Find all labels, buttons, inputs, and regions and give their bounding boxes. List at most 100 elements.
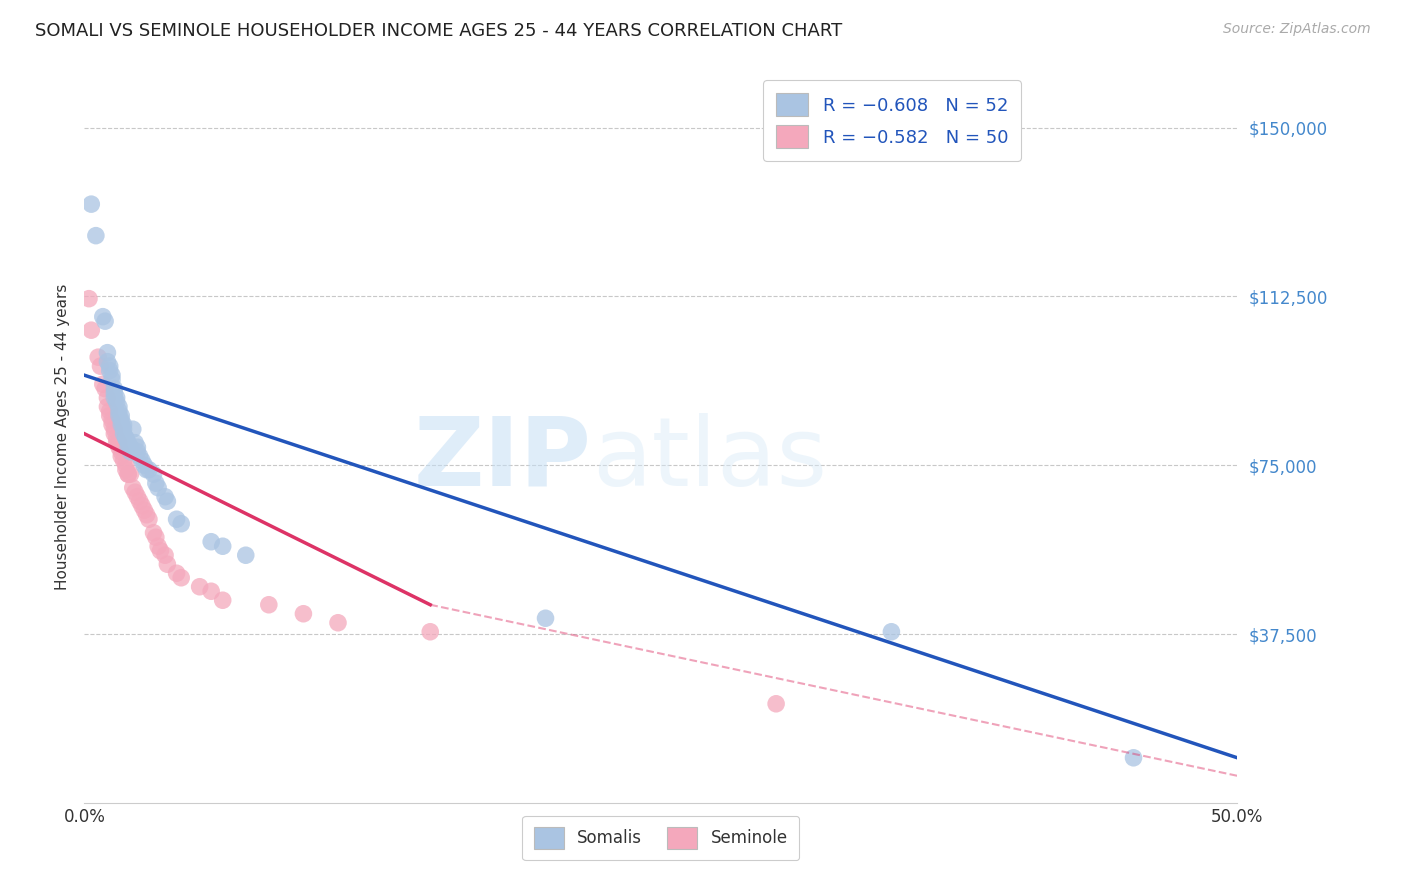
Y-axis label: Householder Income Ages 25 - 44 years: Householder Income Ages 25 - 44 years xyxy=(55,284,70,591)
Point xyxy=(1122,751,1144,765)
Point xyxy=(87,350,110,364)
Point xyxy=(131,499,153,513)
Point xyxy=(96,345,118,359)
Point xyxy=(149,543,172,558)
Point xyxy=(134,458,156,473)
Point xyxy=(127,490,149,504)
Point xyxy=(120,444,142,458)
Point xyxy=(142,467,165,482)
Point xyxy=(98,409,121,423)
Point xyxy=(110,444,132,458)
Point xyxy=(105,391,128,405)
Text: atlas: atlas xyxy=(592,412,827,506)
Point xyxy=(115,431,138,445)
Point xyxy=(170,516,193,531)
Point xyxy=(80,323,103,337)
Point xyxy=(135,508,157,522)
Point xyxy=(96,400,118,414)
Point xyxy=(146,481,169,495)
Point xyxy=(138,463,160,477)
Point xyxy=(115,431,138,445)
Point xyxy=(77,292,100,306)
Point xyxy=(101,417,124,432)
Point xyxy=(534,611,557,625)
Point xyxy=(127,440,149,454)
Point xyxy=(108,435,131,450)
Point xyxy=(117,440,139,454)
Point xyxy=(127,444,149,458)
Point xyxy=(128,449,150,463)
Point xyxy=(166,512,188,526)
Point xyxy=(89,359,111,374)
Text: SOMALI VS SEMINOLE HOUSEHOLDER INCOME AGES 25 - 44 YEARS CORRELATION CHART: SOMALI VS SEMINOLE HOUSEHOLDER INCOME AG… xyxy=(35,22,842,40)
Point xyxy=(110,449,132,463)
Point xyxy=(170,571,193,585)
Point xyxy=(108,409,131,423)
Point xyxy=(117,467,139,482)
Point xyxy=(101,373,124,387)
Point xyxy=(96,391,118,405)
Point xyxy=(153,548,176,562)
Point xyxy=(257,598,280,612)
Point xyxy=(112,417,135,432)
Point xyxy=(98,404,121,418)
Point xyxy=(138,512,160,526)
Point xyxy=(103,391,125,405)
Point xyxy=(145,530,167,544)
Point xyxy=(98,364,121,378)
Point xyxy=(121,422,143,436)
Point xyxy=(142,525,165,540)
Point xyxy=(121,481,143,495)
Point xyxy=(101,368,124,383)
Point xyxy=(115,463,138,477)
Point xyxy=(200,584,222,599)
Point xyxy=(110,409,132,423)
Point xyxy=(120,467,142,482)
Point xyxy=(124,485,146,500)
Point xyxy=(235,548,257,562)
Point xyxy=(80,197,103,211)
Point xyxy=(108,400,131,414)
Point xyxy=(120,440,142,454)
Point xyxy=(124,435,146,450)
Point xyxy=(765,697,787,711)
Point xyxy=(188,580,211,594)
Point xyxy=(112,422,135,436)
Point xyxy=(103,426,125,441)
Point xyxy=(91,377,114,392)
Point xyxy=(110,413,132,427)
Text: Source: ZipAtlas.com: Source: ZipAtlas.com xyxy=(1223,22,1371,37)
Point xyxy=(166,566,188,581)
Point xyxy=(94,382,117,396)
Point xyxy=(419,624,441,639)
Point xyxy=(96,354,118,368)
Text: ZIP: ZIP xyxy=(413,412,592,506)
Point xyxy=(91,310,114,324)
Point xyxy=(101,413,124,427)
Point xyxy=(117,435,139,450)
Point xyxy=(134,503,156,517)
Point xyxy=(117,467,139,482)
Point xyxy=(326,615,349,630)
Point xyxy=(94,314,117,328)
Point xyxy=(880,624,903,639)
Point xyxy=(146,539,169,553)
Point xyxy=(292,607,315,621)
Point xyxy=(112,453,135,467)
Point xyxy=(211,593,233,607)
Point xyxy=(103,382,125,396)
Point xyxy=(103,422,125,436)
Legend: Somalis, Seminole: Somalis, Seminole xyxy=(522,815,800,860)
Point xyxy=(131,453,153,467)
Point xyxy=(135,463,157,477)
Point xyxy=(105,431,128,445)
Point xyxy=(145,476,167,491)
Point xyxy=(105,395,128,409)
Point xyxy=(156,494,179,508)
Point xyxy=(103,386,125,401)
Point xyxy=(128,494,150,508)
Point xyxy=(211,539,233,553)
Point xyxy=(105,435,128,450)
Point xyxy=(115,458,138,473)
Point xyxy=(156,558,179,572)
